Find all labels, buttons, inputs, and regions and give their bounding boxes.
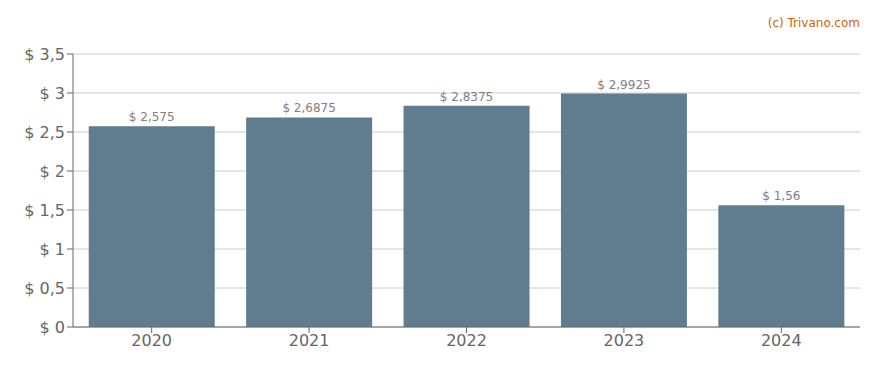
svg-text:2023: 2023 (604, 331, 645, 350)
svg-text:$ 2,5: $ 2,5 (24, 123, 65, 142)
svg-text:$ 0: $ 0 (40, 318, 65, 337)
svg-text:2021: 2021 (289, 331, 330, 350)
svg-text:$ 2,575: $ 2,575 (129, 110, 175, 124)
svg-text:$ 2: $ 2 (40, 162, 65, 181)
svg-text:$ 1,5: $ 1,5 (24, 201, 65, 220)
svg-text:$ 2,8375: $ 2,8375 (440, 90, 493, 104)
svg-text:2020: 2020 (131, 331, 172, 350)
svg-text:$ 2,6875: $ 2,6875 (282, 101, 335, 115)
svg-text:$ 3,5: $ 3,5 (24, 45, 65, 64)
svg-text:$ 2,9925: $ 2,9925 (597, 78, 650, 92)
svg-text:$ 1: $ 1 (40, 240, 65, 259)
svg-text:2024: 2024 (761, 331, 802, 350)
svg-text:$ 1,56: $ 1,56 (762, 189, 800, 203)
svg-text:$ 3: $ 3 (40, 84, 65, 103)
svg-text:$ 0,5: $ 0,5 (24, 279, 65, 298)
svg-text:2022: 2022 (446, 331, 487, 350)
html-text:(c) Trivano.com: (c) Trivano.com (767, 16, 860, 30)
